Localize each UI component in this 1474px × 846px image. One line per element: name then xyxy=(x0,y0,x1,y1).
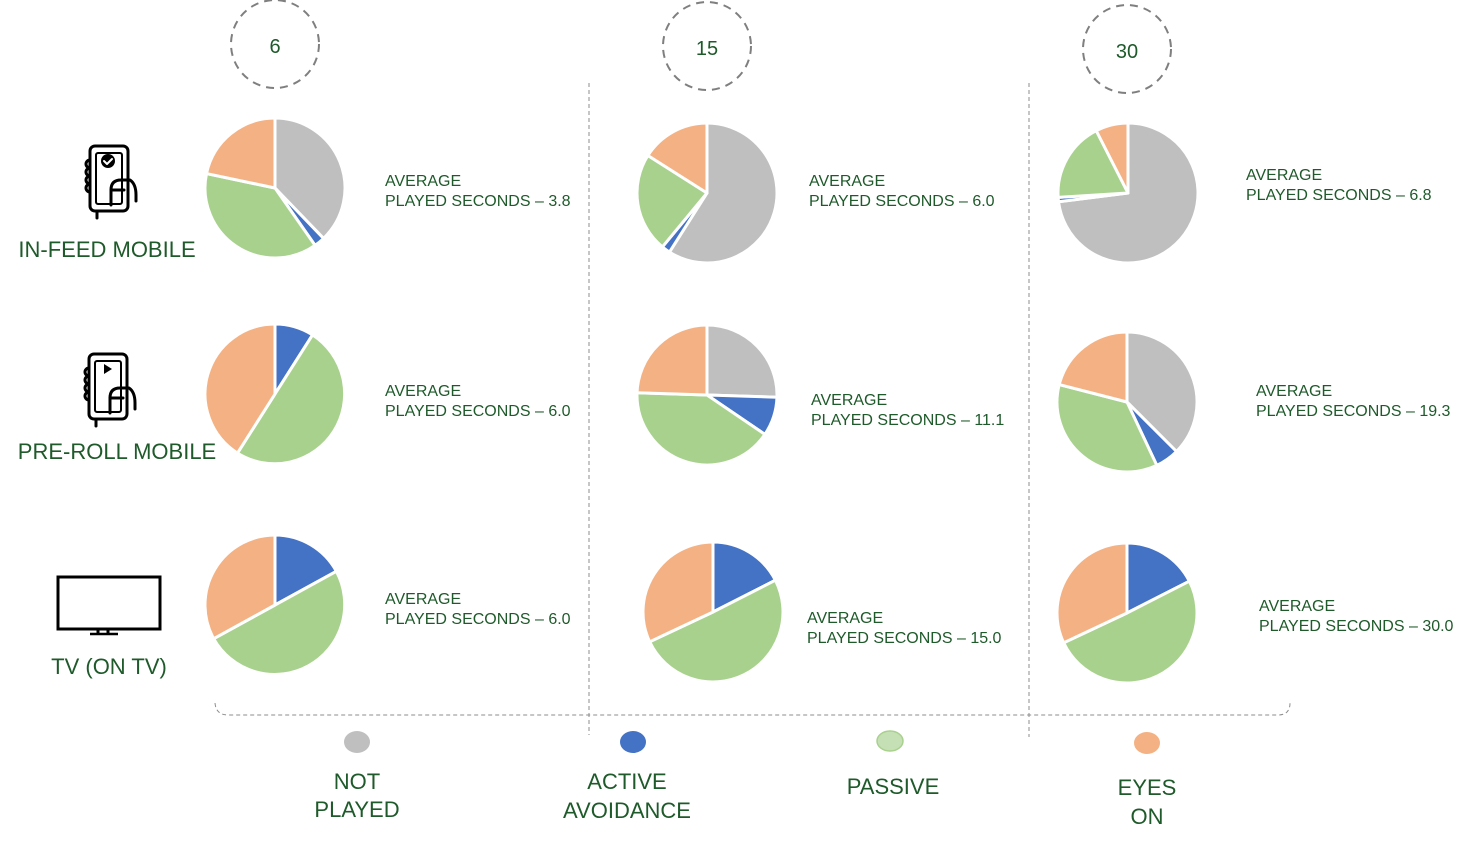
legend-label: NOT PLAYED xyxy=(314,769,399,822)
pie-caption-r1c0: AVERAGE PLAYED SECONDS – 6.0 xyxy=(385,383,571,420)
pie-slice-not-played xyxy=(1125,330,1199,453)
column-header-label: 6 xyxy=(269,36,280,58)
grid-dividers xyxy=(214,83,1291,737)
pie-slice-passive xyxy=(235,333,347,466)
pie-slice-eyes-on xyxy=(646,121,709,195)
hand-phone-play-icon xyxy=(83,352,137,428)
legend-swatch xyxy=(620,731,646,753)
row-label-pre-roll-mobile: PRE-ROLL MOBILE xyxy=(18,439,216,464)
pie-slice-active-avoidance xyxy=(273,533,338,607)
pie-slice-active-avoidance xyxy=(1125,541,1191,615)
pie-caption-r2c1: AVERAGE PLAYED SECONDS – 15.0 xyxy=(807,610,1002,647)
legend-item-not-played: NOT PLAYED xyxy=(314,731,400,822)
legend-label: ACTIVE AVOIDANCE xyxy=(563,769,691,823)
pie-r0c1 xyxy=(635,121,779,265)
pie-slice-passive xyxy=(635,391,767,467)
pie-r2c1 xyxy=(641,540,785,684)
row-label-tv: TV (ON TV) xyxy=(51,654,167,679)
pie-slice-eyes-on xyxy=(203,322,277,455)
pie-slice-passive xyxy=(212,569,347,676)
pie-slice-eyes-on xyxy=(635,323,709,397)
legend-swatch xyxy=(876,730,904,752)
row-label-in-feed-mobile: IN-FEED MOBILE xyxy=(18,237,195,262)
pie-slice-eyes-on xyxy=(205,116,277,190)
pie-caption-r1c2: AVERAGE PLAYED SECONDS – 19.3 xyxy=(1256,383,1451,420)
legend-swatch xyxy=(1134,732,1160,754)
column-header-label: 30 xyxy=(1116,41,1138,63)
pie-r2c0 xyxy=(203,533,347,676)
pie-r0c0 xyxy=(203,116,347,260)
pie-slice-eyes-on xyxy=(1094,121,1130,195)
legend: NOT PLAYED ACTIVE AVOIDANCE PASSIVE EYES ON xyxy=(314,730,1177,829)
pie-caption-r0c0: AVERAGE PLAYED SECONDS – 3.8 xyxy=(385,173,571,210)
pie-slice-passive xyxy=(203,172,317,260)
pie-slice-active-avoidance xyxy=(711,540,777,614)
pie-captions: AVERAGE PLAYED SECONDS – 3.8 AVERAGE PLAYE… xyxy=(385,167,1454,647)
pie-r1c2 xyxy=(1055,330,1199,474)
column-headers: 6 15 30 xyxy=(230,0,1172,94)
bottom-bracket xyxy=(214,702,1291,716)
pie-caption-r2c0: AVERAGE PLAYED SECONDS – 6.0 xyxy=(385,591,571,628)
pie-slice-eyes-on xyxy=(1057,330,1129,404)
pie-slice-passive xyxy=(1056,129,1130,199)
pie-slice-passive xyxy=(648,578,785,684)
pie-caption-r2c2: AVERAGE PLAYED SECONDS – 30.0 xyxy=(1259,598,1454,635)
pie-slice-passive xyxy=(635,153,709,249)
pie-slice-eyes-on xyxy=(641,540,715,644)
pie-r2c2 xyxy=(1055,541,1199,685)
pie-slice-not-played xyxy=(273,116,347,240)
pie-caption-r1c1: AVERAGE PLAYED SECONDS – 11.1 xyxy=(811,392,1004,429)
column-header-label: 15 xyxy=(696,38,718,60)
pie-slice-eyes-on xyxy=(1055,541,1129,645)
pie-r0c2 xyxy=(1056,121,1200,265)
pie-charts xyxy=(203,116,1200,685)
column-header-15: 15 xyxy=(662,1,752,91)
legend-item-eyes-on: EYES ON xyxy=(1118,732,1177,829)
column-header-30: 30 xyxy=(1082,4,1172,94)
column-header-6: 6 xyxy=(230,0,320,89)
pie-slice-not-played xyxy=(667,121,779,265)
legend-item-active-avoidance: ACTIVE AVOIDANCE xyxy=(563,731,691,823)
pie-slice-eyes-on xyxy=(203,533,277,641)
hand-phone-check-icon xyxy=(84,144,138,220)
legend-swatch xyxy=(344,731,370,753)
pie-slice-not-played xyxy=(705,323,779,399)
legend-label: PASSIVE xyxy=(847,774,940,799)
pie-r1c1 xyxy=(635,323,779,467)
legend-item-passive: PASSIVE xyxy=(847,730,940,799)
pie-slice-passive xyxy=(1055,383,1159,474)
legend-label: EYES ON xyxy=(1118,775,1177,829)
pie-caption-r0c2: AVERAGE PLAYED SECONDS – 6.8 xyxy=(1246,167,1432,204)
pie-r1c0 xyxy=(203,322,347,466)
pie-caption-r0c1: AVERAGE PLAYED SECONDS – 6.0 xyxy=(809,173,995,210)
pie-slice-passive xyxy=(1062,579,1199,685)
tv-icon xyxy=(56,575,162,636)
